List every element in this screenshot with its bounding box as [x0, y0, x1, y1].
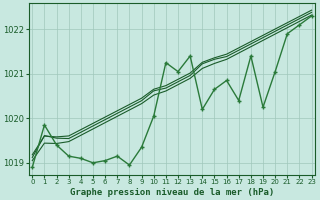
X-axis label: Graphe pression niveau de la mer (hPa): Graphe pression niveau de la mer (hPa)	[70, 188, 274, 197]
